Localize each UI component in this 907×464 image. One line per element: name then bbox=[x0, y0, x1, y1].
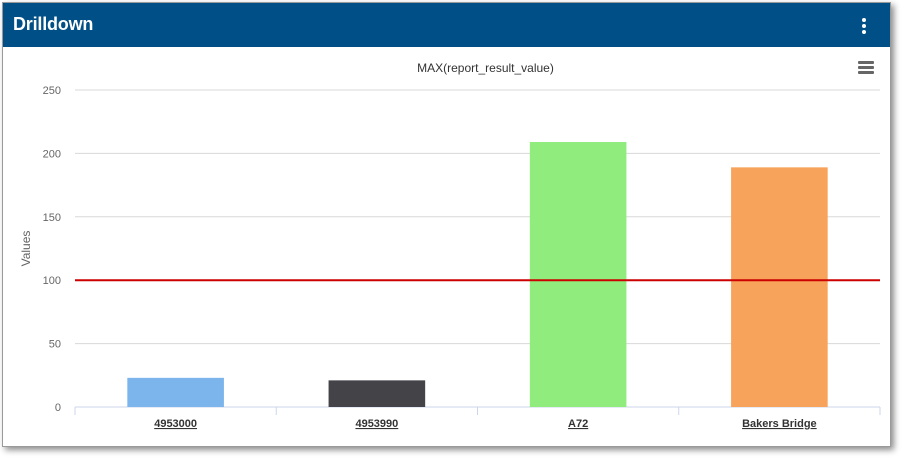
x-category-link[interactable]: 4953000 bbox=[154, 418, 197, 430]
panel-header: Drilldown bbox=[3, 3, 890, 47]
bar-4953990[interactable] bbox=[328, 380, 426, 407]
x-category-link[interactable]: A72 bbox=[568, 418, 588, 430]
panel-title: Drilldown bbox=[13, 14, 94, 34]
y-tick-label: 50 bbox=[49, 339, 61, 351]
y-axis-label: Values bbox=[19, 231, 33, 267]
kebab-menu-icon[interactable] bbox=[853, 15, 873, 37]
bar-bakers-bridge[interactable] bbox=[731, 167, 828, 407]
y-tick-label: 0 bbox=[55, 402, 61, 414]
chart-title: MAX(report_result_value) bbox=[417, 61, 554, 75]
bar-a72[interactable] bbox=[529, 141, 627, 407]
bar-4953000[interactable] bbox=[127, 377, 224, 407]
y-tick-label: 200 bbox=[43, 148, 61, 160]
chart-context-menu-icon[interactable] bbox=[856, 59, 876, 75]
x-category-link[interactable]: Bakers Bridge bbox=[742, 418, 817, 430]
y-tick-label: 250 bbox=[43, 85, 61, 97]
y-tick-label: 150 bbox=[43, 212, 61, 224]
y-tick-label: 100 bbox=[43, 275, 61, 287]
x-category-link[interactable]: 4953990 bbox=[355, 418, 398, 430]
